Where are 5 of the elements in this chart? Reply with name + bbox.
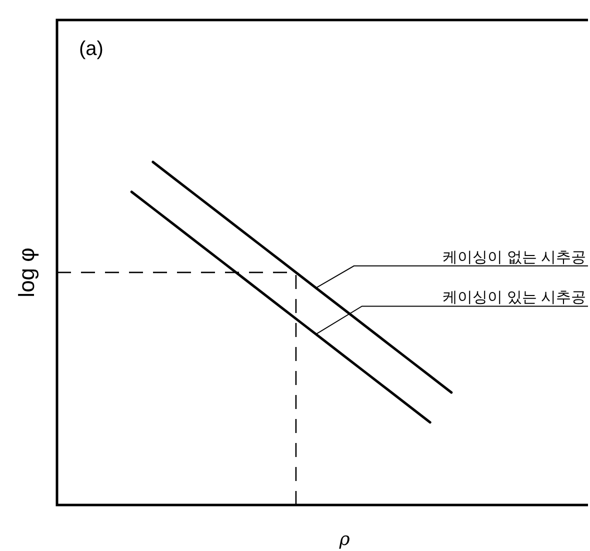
text: 케이싱이 있는 시추공 bbox=[442, 289, 586, 306]
text: 케이싱이 없는 시추공 bbox=[442, 248, 586, 266]
text: (a) bbox=[79, 38, 104, 60]
x-axis-title: ρ bbox=[338, 529, 350, 550]
y-axis-title: log φ bbox=[14, 248, 39, 298]
